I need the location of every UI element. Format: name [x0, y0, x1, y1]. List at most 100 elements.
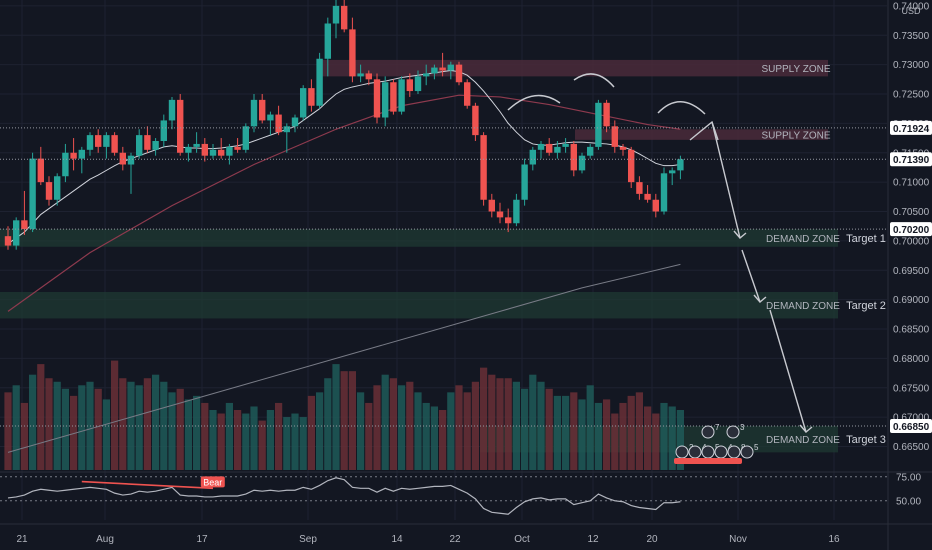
candle-body — [636, 182, 643, 194]
candle-body — [283, 126, 290, 133]
y-tick-label: 0.69000 — [893, 295, 930, 306]
volume-bar — [430, 406, 438, 470]
candle-body — [341, 5, 348, 30]
reaction-icon — [675, 445, 689, 459]
volume-bar — [521, 388, 529, 470]
x-tick-label: Nov — [729, 534, 747, 545]
volume-bar — [94, 388, 102, 470]
candle-body — [537, 143, 545, 150]
candle-body — [144, 135, 151, 150]
volume-bar — [291, 413, 299, 470]
candle-body — [168, 99, 176, 121]
supply-zone-label: SUPPLY ZONE — [761, 131, 830, 142]
candle-body — [578, 155, 586, 171]
candle-body — [660, 173, 668, 212]
volume-bar — [529, 374, 537, 470]
candle-body — [611, 126, 618, 147]
volume-bar — [627, 395, 635, 470]
volume-bar — [316, 392, 324, 470]
candle-body — [37, 158, 44, 183]
volume-bar — [562, 395, 570, 470]
candle-body — [488, 199, 495, 212]
candle-body — [513, 199, 520, 224]
supply-zone — [575, 129, 828, 140]
volume-bar — [398, 385, 406, 470]
candle-body — [521, 164, 528, 200]
candle-body — [603, 102, 610, 127]
rsi-tick-label: 50.00 — [896, 496, 921, 507]
candle-body — [70, 152, 77, 159]
volume-bar — [471, 381, 479, 470]
candle-body — [332, 5, 340, 24]
volume-bar — [480, 367, 488, 470]
candle-body — [619, 146, 627, 150]
volume-bar — [242, 413, 250, 470]
x-tick-label: 14 — [391, 534, 403, 545]
arrow-head — [799, 424, 813, 433]
volume-bar — [463, 392, 471, 470]
candle-body — [218, 149, 225, 156]
candle-body — [119, 152, 126, 165]
volume-bar — [389, 378, 397, 470]
candle-body — [529, 149, 536, 165]
reaction-icon — [701, 445, 715, 459]
y-tick-label: 0.68500 — [893, 325, 930, 336]
price-tag-label: 0.71924 — [893, 124, 930, 135]
volume-bar — [381, 374, 389, 470]
rsi-divergence-badge — [200, 476, 225, 488]
volume-bar — [307, 395, 315, 470]
candle-body — [78, 149, 85, 159]
volume-bar — [324, 378, 332, 470]
volume-bar — [488, 374, 496, 470]
arrow-head — [753, 294, 767, 303]
volume-bar — [266, 410, 274, 470]
candle-body — [152, 141, 159, 150]
candle-body — [644, 193, 651, 200]
y-tick-label: 0.70000 — [893, 236, 930, 247]
volume-bar — [143, 378, 151, 470]
price-tag — [890, 120, 932, 135]
candle-body — [300, 88, 307, 118]
candle-body — [250, 99, 258, 127]
volume-bar — [365, 402, 373, 470]
volume-bar — [234, 410, 242, 470]
volume-bar — [504, 378, 512, 470]
volume-bar — [37, 364, 45, 470]
volume-bar — [160, 381, 168, 470]
candle-body — [95, 135, 102, 147]
reaction-icon — [714, 445, 728, 459]
candle-body — [496, 211, 504, 218]
x-tick-label: 21 — [16, 534, 28, 545]
candle-body — [111, 135, 118, 153]
volume-bar — [455, 385, 463, 470]
candle-body — [587, 146, 594, 156]
x-tick-label: 17 — [196, 534, 208, 545]
price-tag — [890, 418, 932, 433]
candle-body — [201, 143, 208, 156]
candle-body — [209, 149, 217, 156]
volume-bar — [545, 388, 553, 470]
candle-body — [275, 114, 282, 133]
reaction-icon — [726, 425, 740, 439]
volume-bar — [644, 406, 652, 470]
x-tick-label: 12 — [587, 534, 599, 545]
demand-zone-label: DEMAND ZONE — [766, 435, 840, 446]
candle-body — [291, 117, 299, 127]
volume-bar — [152, 374, 160, 470]
candle-body — [439, 67, 446, 71]
projection-arrow — [741, 249, 761, 303]
volume-bar — [29, 374, 37, 470]
y-tick-label: 0.74000 — [893, 1, 930, 12]
supply-zone — [322, 59, 828, 77]
arrow-head — [689, 120, 719, 141]
reaction-bar — [674, 458, 742, 464]
volume-bar — [12, 385, 20, 470]
y-tick-label: 0.67500 — [893, 383, 930, 394]
candle-body — [357, 73, 364, 77]
volume-bar — [414, 392, 422, 470]
swing-arrow — [657, 101, 706, 115]
ma-long-line — [7, 263, 681, 453]
candle-body — [103, 135, 110, 147]
